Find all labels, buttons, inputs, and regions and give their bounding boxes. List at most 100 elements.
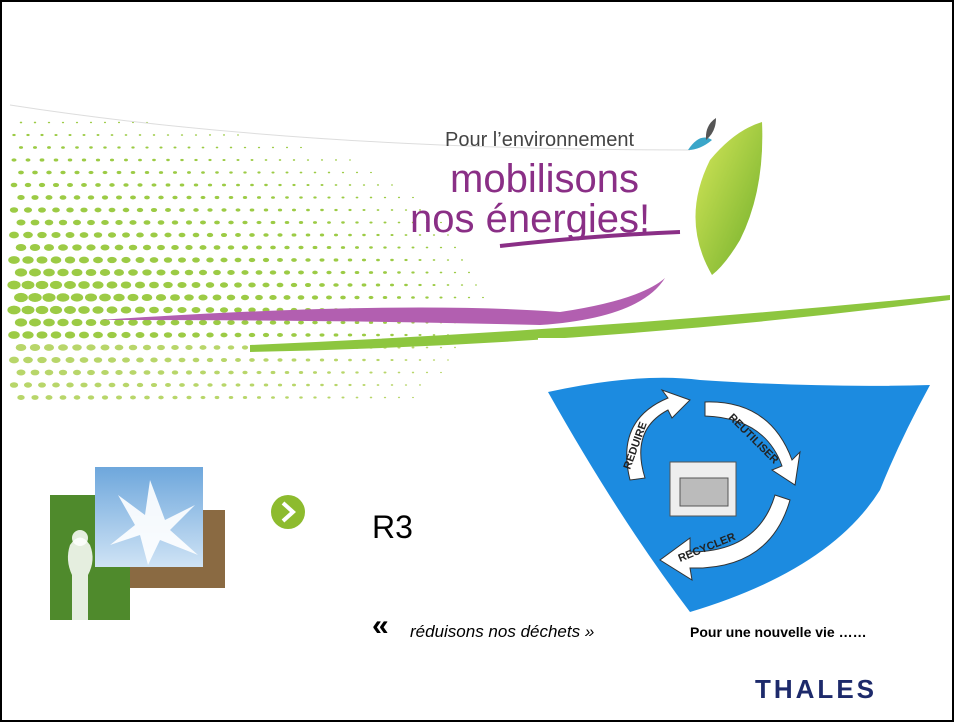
dot (29, 318, 41, 327)
dot (376, 333, 380, 337)
dot (411, 221, 415, 224)
leaf-small (688, 137, 712, 150)
dot (432, 259, 436, 261)
dot (85, 268, 97, 277)
dot (327, 171, 331, 174)
dot (425, 221, 429, 224)
dot (418, 234, 422, 236)
dot (158, 171, 164, 174)
dot (23, 231, 33, 239)
dot (327, 221, 331, 224)
dot (16, 369, 26, 376)
dot (145, 146, 149, 149)
dot (243, 146, 247, 149)
thin-line (9, 104, 691, 151)
dot (249, 233, 255, 237)
dot (150, 357, 158, 363)
dot (348, 358, 352, 362)
desk (679, 477, 729, 507)
dot (241, 345, 249, 350)
dot (72, 369, 82, 376)
dot (89, 121, 93, 124)
dot (179, 208, 185, 212)
dot (222, 134, 226, 136)
dot (58, 244, 68, 251)
dot (59, 395, 67, 400)
dot (93, 357, 103, 363)
dot (60, 170, 66, 175)
dot (58, 369, 68, 376)
dot (110, 134, 114, 136)
dot (221, 208, 227, 212)
dot (192, 232, 200, 238)
dot (257, 146, 261, 149)
dot (319, 233, 325, 237)
dot (142, 269, 152, 276)
dot (249, 358, 255, 362)
dot (242, 370, 248, 375)
dot (39, 158, 45, 162)
dot (271, 396, 275, 399)
dot (240, 294, 250, 301)
dot (166, 134, 170, 136)
dot (369, 371, 373, 374)
dot (333, 233, 339, 237)
dot (185, 245, 193, 250)
dot (136, 232, 144, 238)
dot (93, 331, 103, 339)
dot (369, 221, 373, 224)
dot (149, 281, 159, 289)
dot (206, 257, 214, 263)
dot (11, 158, 17, 162)
dot (220, 332, 228, 338)
dot (184, 294, 194, 301)
dot (106, 281, 118, 289)
dot (263, 208, 269, 212)
dot (362, 184, 366, 186)
dot (121, 256, 131, 264)
dot (256, 245, 262, 250)
dot (376, 358, 380, 362)
dot (248, 257, 256, 263)
dot (283, 320, 291, 325)
dot (334, 383, 338, 387)
dot (180, 134, 184, 136)
dot (255, 270, 263, 275)
dot (65, 357, 75, 363)
dot (333, 258, 339, 262)
dot (271, 146, 275, 149)
dot (75, 121, 79, 124)
dot (122, 382, 130, 388)
dot (129, 220, 137, 225)
dot (46, 170, 52, 175)
dot (411, 296, 415, 299)
dot (171, 244, 179, 251)
dot (170, 319, 180, 326)
dot (262, 282, 270, 288)
quote: réduisons nos déchets » (410, 622, 594, 641)
dot (130, 195, 136, 200)
dot (453, 271, 457, 274)
dot (23, 382, 33, 388)
dot (361, 333, 367, 337)
dot (29, 268, 41, 277)
dot (31, 395, 39, 400)
dot (205, 282, 215, 288)
dot (35, 305, 49, 315)
dot (248, 282, 256, 288)
dot (165, 208, 171, 212)
dot (482, 296, 484, 299)
dot (142, 319, 152, 326)
dot (389, 283, 395, 287)
dot (101, 395, 109, 400)
dot (341, 221, 345, 224)
dot (291, 208, 297, 212)
dot (122, 232, 130, 238)
dot (404, 333, 408, 337)
dot (264, 159, 268, 161)
dot (117, 121, 121, 124)
dot (291, 358, 297, 362)
dot (101, 219, 109, 226)
dot (292, 183, 296, 187)
dot (236, 183, 240, 187)
